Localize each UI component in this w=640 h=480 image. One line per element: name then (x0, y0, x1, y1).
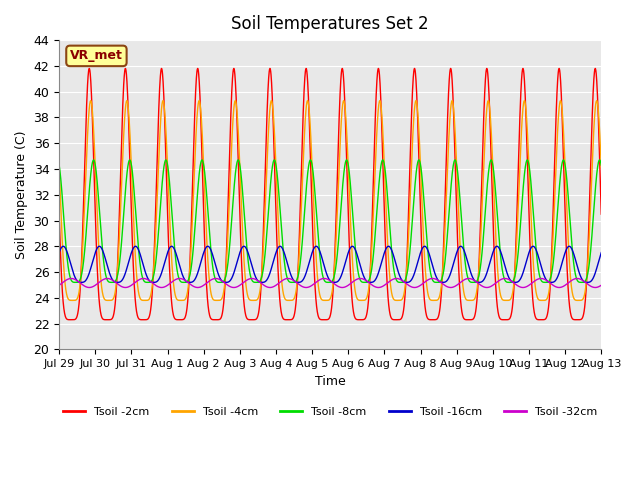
Tsoil -4cm (587, 192, 595, 198)
Tsoil -16cm (149, 279, 157, 285)
Line: Tsoil -32cm: Tsoil -32cm (59, 278, 601, 288)
Line: Tsoil -16cm: Tsoil -16cm (59, 246, 601, 282)
Tsoil -4cm (529, 248, 536, 253)
Tsoil -32cm (529, 280, 536, 286)
Tsoil -2cm (587, 152, 595, 158)
Tsoil -2cm (55, 211, 63, 217)
Tsoil -16cm (55, 250, 63, 255)
Tsoil -8cm (55, 162, 63, 168)
Tsoil -2cm (263, 110, 271, 116)
Tsoil -8cm (529, 201, 536, 206)
Tsoil -32cm (117, 283, 125, 289)
Tsoil -8cm (263, 228, 271, 233)
Title: Soil Temperatures Set 2: Soil Temperatures Set 2 (232, 15, 429, 33)
Tsoil -32cm (392, 276, 400, 281)
Tsoil -32cm (149, 281, 157, 287)
Tsoil -2cm (597, 211, 605, 217)
Tsoil -16cm (385, 243, 392, 249)
Tsoil -4cm (394, 298, 402, 303)
Tsoil -2cm (117, 157, 125, 163)
Tsoil -4cm (597, 165, 605, 170)
Tsoil -16cm (287, 271, 294, 277)
Tsoil -32cm (55, 282, 63, 288)
Tsoil -16cm (587, 278, 595, 284)
Tsoil -4cm (376, 98, 383, 104)
Line: Tsoil -4cm: Tsoil -4cm (59, 101, 601, 300)
Tsoil -16cm (263, 277, 271, 283)
Tsoil -2cm (529, 294, 536, 300)
Tsoil -16cm (529, 243, 536, 249)
Tsoil -2cm (374, 66, 382, 72)
Tsoil -8cm (587, 244, 595, 250)
Tsoil -4cm (149, 273, 157, 279)
Tsoil -16cm (597, 250, 605, 255)
Tsoil -4cm (287, 298, 294, 303)
Tsoil -8cm (117, 246, 125, 252)
Tsoil -32cm (587, 284, 595, 289)
Line: Tsoil -8cm: Tsoil -8cm (59, 160, 601, 282)
Tsoil -8cm (379, 157, 387, 163)
Legend: Tsoil -2cm, Tsoil -4cm, Tsoil -8cm, Tsoil -16cm, Tsoil -32cm: Tsoil -2cm, Tsoil -4cm, Tsoil -8cm, Tsoi… (58, 402, 602, 421)
Tsoil -8cm (597, 162, 605, 168)
Tsoil -32cm (287, 276, 294, 282)
Y-axis label: Soil Temperature (C): Soil Temperature (C) (15, 131, 28, 259)
Tsoil -2cm (287, 317, 294, 323)
Tsoil -4cm (263, 160, 271, 166)
Tsoil -32cm (263, 284, 271, 290)
Tsoil -16cm (367, 279, 374, 285)
Tsoil -32cm (597, 282, 605, 288)
Tsoil -4cm (117, 196, 125, 202)
Text: VR_met: VR_met (70, 49, 123, 62)
Tsoil -8cm (287, 279, 294, 285)
Line: Tsoil -2cm: Tsoil -2cm (59, 69, 601, 320)
X-axis label: Time: Time (315, 374, 346, 388)
Tsoil -2cm (320, 317, 328, 323)
Tsoil -8cm (397, 279, 404, 285)
Tsoil -32cm (374, 285, 382, 290)
Tsoil -8cm (149, 275, 157, 280)
Tsoil -16cm (117, 278, 125, 284)
Tsoil -4cm (55, 165, 63, 170)
Tsoil -2cm (149, 274, 157, 279)
